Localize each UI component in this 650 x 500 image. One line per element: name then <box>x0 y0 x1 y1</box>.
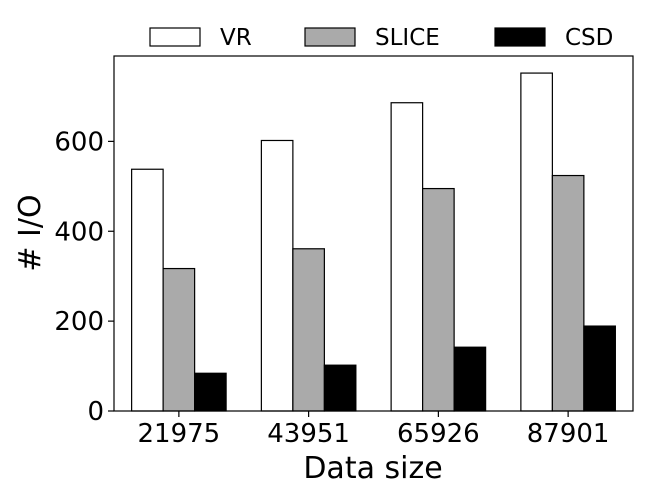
y-tick-label: 200 <box>54 307 104 337</box>
bar-slice-87901 <box>551 174 585 412</box>
bars <box>131 72 616 412</box>
bar-csd-87901 <box>583 325 616 412</box>
bar-vr-65926 <box>390 102 424 412</box>
legend-swatch-vr <box>149 27 201 47</box>
x-tick-label: 87901 <box>527 419 610 449</box>
x-tick-label: 43951 <box>267 419 350 449</box>
legend: VR SLICE CSD <box>149 25 613 51</box>
y-axis: 0 200 400 600 <box>54 127 114 427</box>
bar-slice-65926 <box>422 187 455 412</box>
x-tick-label: 65926 <box>397 419 480 449</box>
bar-slice-21975 <box>162 267 196 412</box>
legend-label-vr: VR <box>220 25 252 51</box>
bar-vr-43951 <box>260 139 294 412</box>
bar-vr-21975 <box>131 168 164 412</box>
x-tick-label: 21975 <box>138 419 221 449</box>
y-tick-label: 0 <box>87 397 104 427</box>
y-axis-label: # I/O <box>13 194 48 271</box>
y-tick-label: 600 <box>54 127 104 157</box>
bar-csd-43951 <box>323 364 357 412</box>
legend-label-csd: CSD <box>565 25 613 51</box>
legend-swatch-csd <box>494 27 546 47</box>
legend-label-slice: SLICE <box>375 25 440 51</box>
bar-slice-43951 <box>292 248 325 412</box>
x-axis: 21975 43951 65926 87901 <box>138 411 610 449</box>
bar-vr-87901 <box>520 72 553 412</box>
plot-frame <box>113 55 634 412</box>
legend-swatch-slice <box>304 27 356 47</box>
bar-csd-21975 <box>194 372 227 412</box>
bar-csd-65926 <box>453 346 487 412</box>
y-tick-label: 400 <box>54 217 104 247</box>
x-axis-label: Data size <box>303 451 442 486</box>
